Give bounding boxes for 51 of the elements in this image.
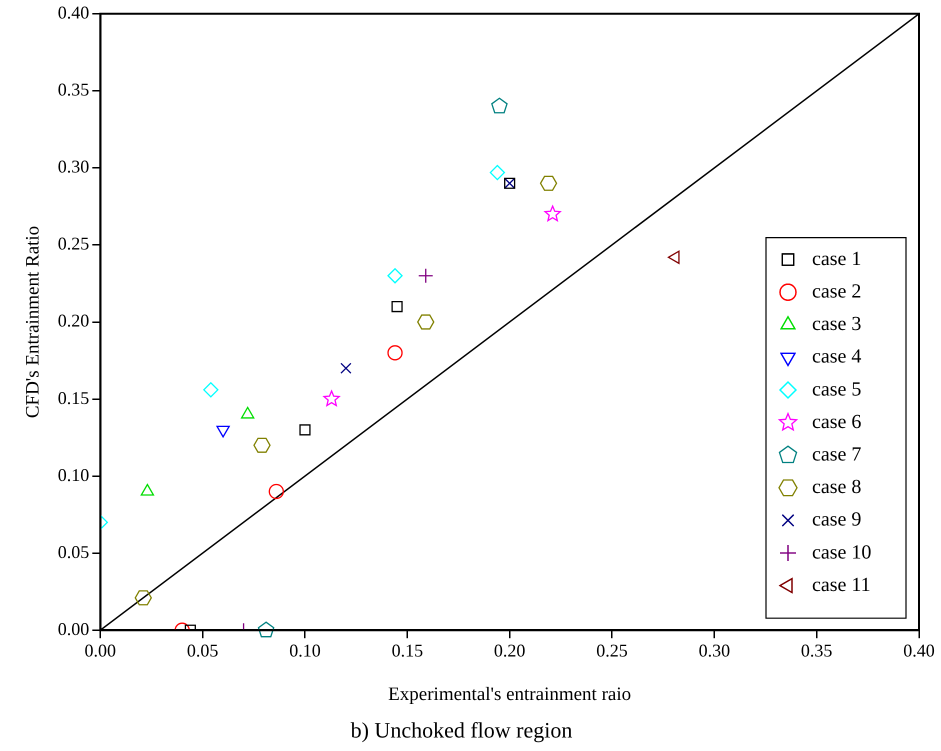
x-tick-label: 0.10 bbox=[289, 640, 321, 661]
legend-label: case 2 bbox=[812, 280, 862, 302]
legend-label: case 9 bbox=[812, 508, 862, 531]
point bbox=[268, 484, 284, 500]
point bbox=[258, 622, 274, 638]
y-tick-label: 0.00 bbox=[58, 618, 90, 639]
x-tick-label: 0.25 bbox=[596, 640, 628, 661]
point bbox=[540, 176, 558, 191]
x-tick-label: 0.20 bbox=[494, 640, 526, 661]
legend-label: case 6 bbox=[812, 410, 862, 433]
legend-label: case 5 bbox=[812, 378, 862, 400]
legend-label: case 10 bbox=[812, 541, 872, 564]
y-tick-label: 0.20 bbox=[58, 310, 90, 331]
text: b) Unchoked flow region bbox=[350, 718, 572, 743]
x-tick-label: 0.35 bbox=[800, 640, 832, 661]
legend-label: case 11 bbox=[812, 574, 871, 596]
legend-label: case 1 bbox=[812, 248, 862, 270]
point bbox=[299, 424, 311, 436]
y-axis-title: CFD's Entrainment Ratio bbox=[22, 226, 44, 418]
point bbox=[253, 438, 271, 453]
x-tick-label: 0.00 bbox=[84, 640, 116, 661]
x-tick-label: 0.05 bbox=[186, 640, 218, 661]
y-tick-label: 0.25 bbox=[58, 234, 90, 254]
y-tick-label: 0.40 bbox=[58, 2, 90, 23]
x-tick-label: 0.15 bbox=[392, 640, 424, 661]
point bbox=[134, 590, 152, 606]
point bbox=[140, 484, 154, 496]
point bbox=[323, 390, 340, 406]
legend-label: case 7 bbox=[812, 443, 862, 466]
point bbox=[391, 300, 403, 312]
point bbox=[491, 98, 508, 114]
x-tick-label: 0.40 bbox=[903, 640, 935, 661]
y-tick-label: 0.15 bbox=[58, 388, 90, 408]
point bbox=[544, 205, 561, 222]
point bbox=[203, 382, 218, 398]
point bbox=[490, 164, 506, 180]
point bbox=[387, 345, 403, 360]
point bbox=[340, 362, 352, 374]
legend-label: case 4 bbox=[812, 346, 862, 368]
legend-label: case 3 bbox=[812, 313, 862, 336]
y-tick-label: 0.30 bbox=[58, 156, 90, 177]
x-tick-label: 0.30 bbox=[698, 640, 730, 661]
x-axis-title: Experimental's entrainment raio bbox=[388, 684, 632, 706]
y-tick-label: 0.35 bbox=[58, 80, 90, 100]
point bbox=[240, 406, 254, 419]
point bbox=[418, 268, 434, 284]
y-tick-label: 0.10 bbox=[58, 464, 90, 485]
legend-label: case 8 bbox=[812, 476, 862, 498]
y-tick-label: 0.05 bbox=[58, 542, 90, 562]
point bbox=[387, 268, 403, 284]
point bbox=[417, 314, 434, 330]
